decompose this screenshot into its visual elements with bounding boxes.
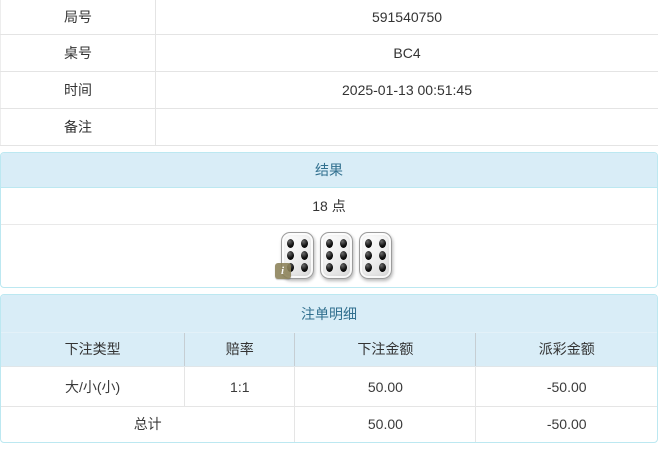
bet-type-value: 大/小(小) — [1, 366, 186, 407]
column-header-odds: 赔率 — [184, 332, 296, 367]
bets-header-row: 下注类型 赔率 下注金额 派彩金额 — [1, 332, 657, 367]
round-id-value: 591540750 — [155, 0, 658, 35]
bet-amount-value: 50.00 — [294, 366, 477, 407]
remark-value — [155, 107, 658, 146]
table-row: 备注 — [0, 107, 658, 146]
time-label: 时间 — [0, 70, 156, 109]
total-label: 总计 — [1, 406, 296, 442]
die-icon — [358, 232, 392, 279]
total-bet-amount: 50.00 — [294, 406, 477, 442]
table-row: 桌号 BC4 — [0, 33, 658, 72]
table-id-value: BC4 — [155, 33, 658, 72]
column-header-bet-amount: 下注金额 — [294, 332, 477, 367]
table-id-label: 桌号 — [0, 33, 156, 72]
image-info-icon: i — [274, 263, 291, 279]
table-row: 局号 591540750 — [0, 0, 658, 35]
round-info-table: 局号 591540750 桌号 BC4 时间 2025-01-13 00:51:… — [0, 0, 658, 146]
round-id-label: 局号 — [0, 0, 156, 35]
column-header-bet-type: 下注类型 — [1, 332, 186, 367]
time-value: 2025-01-13 00:51:45 — [155, 70, 658, 109]
result-points: 18 点 — [1, 188, 657, 225]
bets-panel: 注单明细 下注类型 赔率 下注金额 派彩金额 大/小(小) 1:1 50.00 … — [0, 293, 658, 443]
die-icon: i — [274, 232, 314, 279]
bet-payout-value: -50.00 — [475, 366, 657, 407]
bets-panel-title: 注单明细 — [1, 294, 657, 333]
bet-odds-value: 1:1 — [184, 366, 296, 407]
column-header-payout-amount: 派彩金额 — [475, 332, 657, 367]
result-panel-title: 结果 — [1, 152, 657, 188]
bets-table: 下注类型 赔率 下注金额 派彩金额 大/小(小) 1:1 50.00 -50.0… — [1, 332, 657, 442]
remark-label: 备注 — [0, 107, 156, 146]
dice-row: i — [1, 225, 657, 287]
total-row: 总计 50.00 -50.00 — [1, 406, 657, 442]
result-panel: 结果 18 点 i — [0, 151, 658, 288]
die-icon — [319, 232, 353, 279]
total-payout-amount: -50.00 — [546, 416, 587, 433]
bet-row: 大/小(小) 1:1 50.00 -50.00 — [1, 366, 657, 407]
table-row: 时间 2025-01-13 00:51:45 — [0, 70, 658, 109]
